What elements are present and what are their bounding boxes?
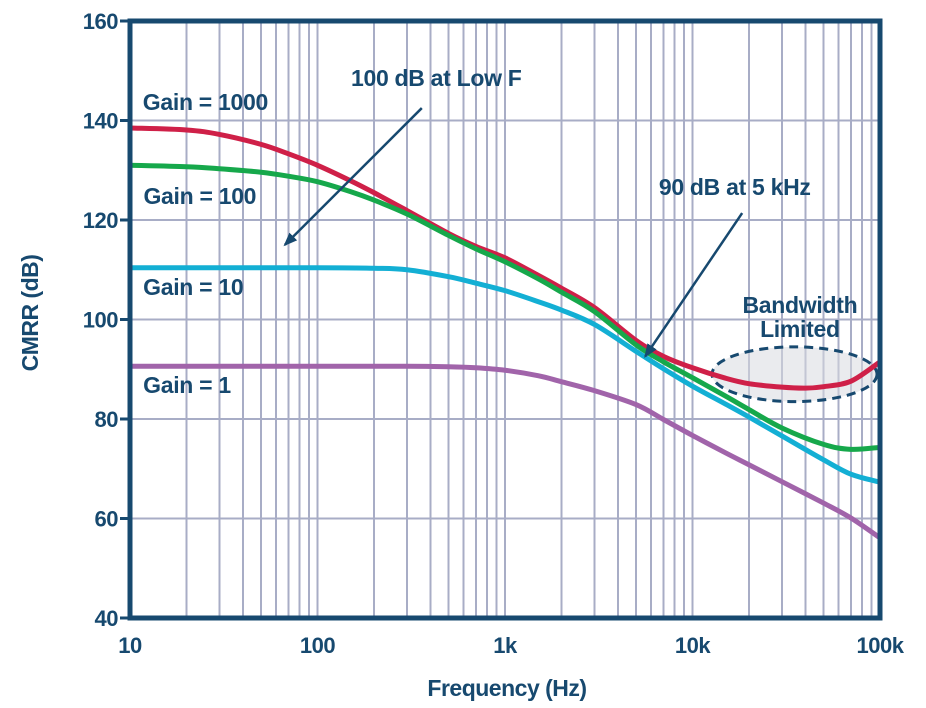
y-axis-title: CMRR (dB) [17,255,43,372]
curve-label-gain-100: Gain = 100 [143,183,256,209]
x-tick-label: 100k [857,633,905,658]
y-tick-label: 140 [83,109,118,134]
annotation-90db-5khz: 90 dB at 5 kHz [659,174,811,200]
annotation-arrow-5khz [644,212,744,358]
y-axis-ticks [120,19,128,620]
x-axis-title: Frequency (Hz) [427,675,586,701]
curve-gain-1 [127,363,883,541]
curve-label-gain-1000: Gain = 1000 [143,89,268,115]
y-tick-label: 80 [95,407,119,432]
curve-gain-10 [127,265,883,485]
y-tick-label: 60 [95,507,119,532]
annotation-arrow-low-f [283,107,423,247]
bandwidth-limited-label-line1: Bandwidth [742,292,857,318]
curve-label-gain-10: Gain = 10 [143,274,243,300]
y-tick-label: 100 [83,308,118,333]
curve-label-gain-1: Gain = 1 [143,372,231,398]
y-tick-label: 120 [83,208,118,233]
curve-gain-1000 [127,125,883,391]
y-tick-label: 160 [83,9,118,34]
bandwidth-limited-ellipse [710,345,879,404]
x-tick-label: 10k [675,633,711,658]
x-tick-label: 100 [300,633,335,658]
bandwidth-limited-label-line2: Limited [760,316,840,342]
plot-frame [127,18,883,621]
x-tick-label: 10 [118,633,142,658]
annotation-100db-low-f: 100 dB at Low F [351,65,522,91]
curve-gain-100 [127,162,883,452]
y-tick-label: 40 [95,606,119,631]
x-tick-label: 1k [493,633,518,658]
